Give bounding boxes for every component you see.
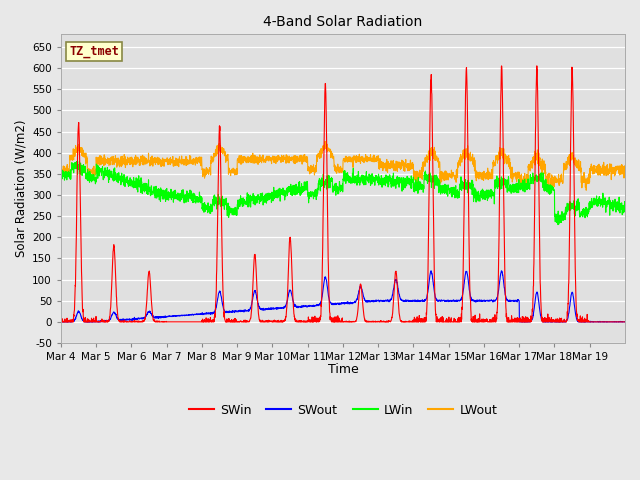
Legend: SWin, SWout, LWin, LWout: SWin, SWout, LWin, LWout [184, 399, 502, 421]
LWout [523, 172, 531, 178]
SWout [523, 319, 531, 325]
LWout [582, 187, 590, 193]
SWout [451, 298, 459, 303]
LWin [451, 195, 458, 201]
LWin [554, 222, 562, 228]
SWin [533, 63, 541, 69]
SWin [451, 317, 459, 323]
LWin [236, 198, 244, 204]
SWout [481, 298, 489, 304]
SWin [57, 318, 65, 324]
SWout [236, 307, 244, 313]
LWin [451, 186, 459, 192]
SWin [523, 318, 531, 324]
SWin [621, 319, 629, 325]
LWout [415, 176, 422, 181]
Line: LWout: LWout [61, 141, 625, 190]
LWin [415, 184, 422, 190]
LWin [523, 182, 531, 188]
Title: 4-Band Solar Radiation: 4-Band Solar Radiation [263, 15, 422, 29]
LWout [621, 165, 629, 170]
LWout [451, 175, 459, 181]
LWin [57, 170, 65, 176]
LWin [621, 208, 629, 214]
Line: SWin: SWin [61, 66, 625, 322]
LWin [481, 189, 488, 194]
SWout [57, 319, 65, 324]
LWout [321, 138, 329, 144]
SWin [415, 318, 422, 324]
SWin [236, 318, 244, 324]
Line: LWin: LWin [61, 161, 625, 225]
LWout [451, 175, 458, 180]
SWout [451, 298, 459, 303]
SWout [427, 268, 435, 274]
LWout [481, 173, 488, 179]
LWin [76, 158, 83, 164]
Y-axis label: Solar Radiation (W/m2): Solar Radiation (W/m2) [15, 120, 28, 257]
SWout [621, 319, 629, 325]
SWin [451, 319, 458, 324]
LWout [236, 155, 244, 161]
SWout [58, 319, 65, 325]
Line: SWout: SWout [61, 271, 625, 322]
X-axis label: Time: Time [328, 363, 358, 376]
SWout [415, 298, 422, 303]
SWin [58, 319, 65, 325]
SWin [481, 317, 488, 323]
LWout [57, 166, 65, 172]
Text: TZ_tmet: TZ_tmet [69, 45, 119, 58]
